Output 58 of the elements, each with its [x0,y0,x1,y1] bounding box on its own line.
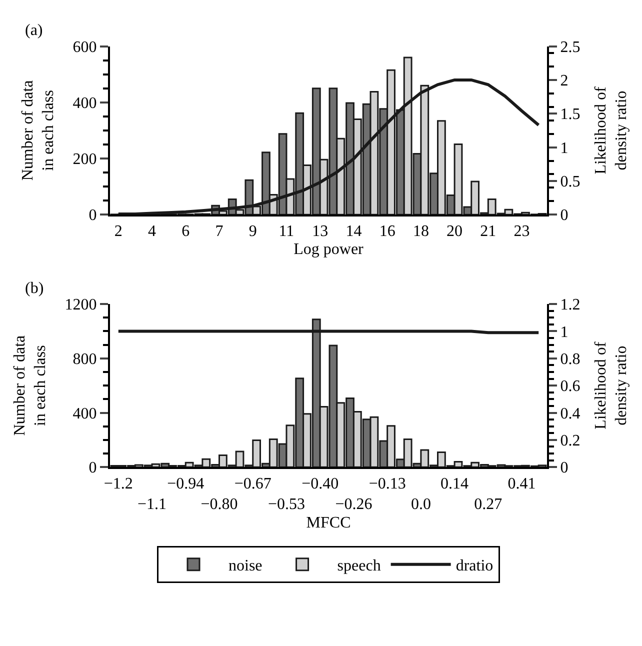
y2-tick-label: 0 [560,207,568,224]
y2-axis-title: Likelihood of density ratio [592,341,630,430]
x-tick-label: −0.26 [335,496,372,514]
y2-tick-label: 2 [560,72,568,90]
x-tick-label: −0.80 [200,496,238,514]
x-tick-label: −0.13 [368,475,406,492]
x-tick-label: 23 [514,222,530,240]
x-tick-label: 0.14 [440,475,469,492]
y2-tick-label: 1 [560,140,568,157]
y-axis-title: Number of data in each class [19,80,58,181]
x-tick-label: 4 [148,222,156,240]
y-tick-label: 0 [88,460,97,477]
y2-tick-label: 0.8 [560,350,580,368]
legend-label: dratio [456,558,494,575]
y-tick-label: 400 [72,405,97,422]
y2-tick-label: 0.2 [560,432,580,450]
x-tick-label: 0.41 [508,475,536,492]
y-axis-title: Number of data in each class [11,335,50,436]
legend-label: speech [337,558,381,575]
y2-tick-label: 2.5 [560,38,580,56]
x-tick-label: 21 [480,222,496,240]
y-tick-label: 800 [72,350,97,368]
x-tick-label: 2 [114,222,122,240]
x-tick-label: 11 [278,222,294,240]
y2-axis-title: Likelihood of density ratio [592,86,630,174]
y2-tick-label: 0.4 [560,405,580,422]
x-tick-label: −1.2 [104,475,133,492]
x-tick-label: −1.1 [138,496,167,514]
legend-label: noise [228,558,262,575]
y-tick-label: 600 [72,38,97,56]
x-tick-label: −0.40 [302,475,339,492]
x-tick-label: 18 [412,222,429,240]
x-tick-label: −0.67 [234,475,272,492]
y2-tick-label: 0.5 [560,174,580,191]
y2-tick-label: 1.2 [560,296,580,314]
x-tick-label: 0.0 [410,496,431,514]
x-tick-label: 6 [182,222,190,240]
x-tick-label: −0.53 [268,496,305,514]
y-tick-label: 0 [88,207,97,224]
y-tick-label: 400 [72,95,97,112]
x-tick-label: 7 [215,222,224,240]
y-tick-label: 200 [72,151,97,168]
x-tick-label: 9 [248,222,257,240]
x-axis-title: Log power [294,241,364,258]
text: (a) [25,22,43,39]
text: (b) [25,280,44,297]
x-tick-label: 13 [312,222,328,240]
y2-tick-label: 0 [560,460,568,477]
x-tick-label: −0.94 [167,475,204,492]
x-axis-title: MFCC [306,514,351,532]
x-tick-label: 14 [346,222,362,240]
y-tick-label: 1200 [64,296,97,314]
y2-tick-label: 0.6 [560,378,580,396]
y2-tick-label: 1 [560,324,568,341]
x-tick-label: 20 [446,222,463,240]
y2-tick-label: 1.5 [560,106,580,124]
x-tick-label: 16 [379,222,396,240]
x-tick-label: 0.27 [474,496,502,514]
